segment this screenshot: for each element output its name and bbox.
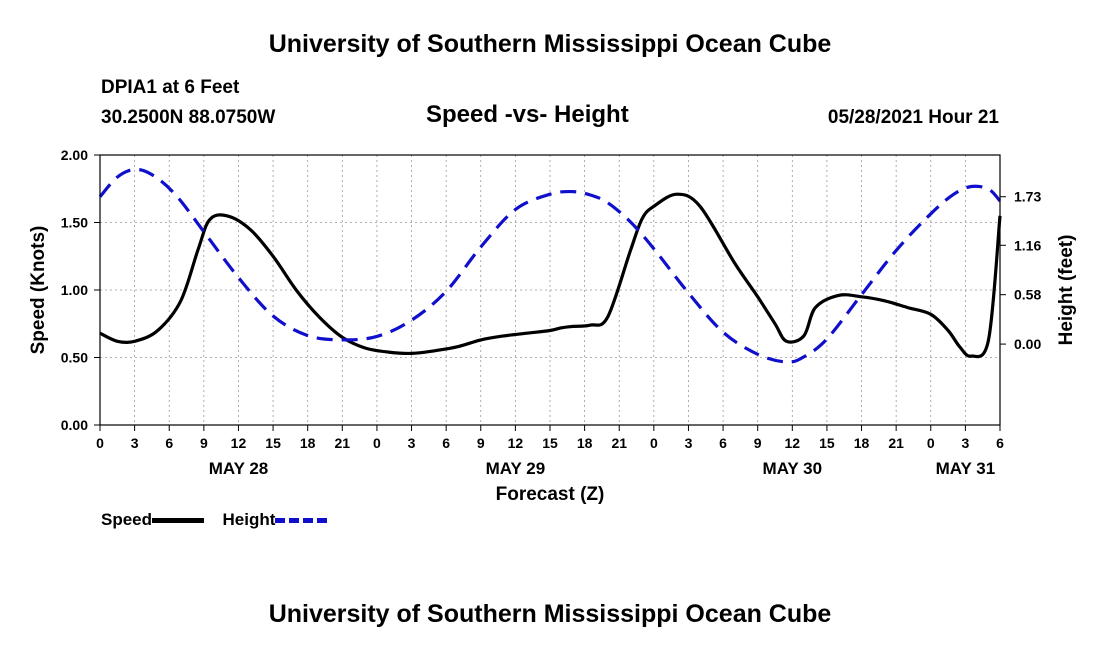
x-tick-label: 12 — [231, 435, 247, 451]
x-tick-label: 18 — [300, 435, 316, 451]
x-tick-label: 9 — [754, 435, 762, 451]
y-axis-label-right: Height (feet) — [1056, 235, 1077, 346]
x-tick-label: 12 — [785, 435, 801, 451]
y-tick-label-right: 1.16 — [1014, 237, 1041, 253]
legend-speed-swatch — [152, 518, 205, 524]
x-tick-label: 6 — [996, 435, 1004, 451]
y-tick-label-right: 0.00 — [1014, 336, 1041, 352]
x-tick-label: 9 — [477, 435, 485, 451]
series-line-height — [98, 167, 1002, 364]
x-tick-label: 3 — [685, 435, 693, 451]
x-tick-label: 6 — [442, 435, 450, 451]
grid-layer — [100, 155, 1000, 425]
x-tick-label: 15 — [819, 435, 835, 451]
y-tick-label-right: 0.58 — [1014, 287, 1041, 303]
x-tick-label: 3 — [408, 435, 416, 451]
y-axis-label-left: Speed (Knots) — [28, 226, 49, 355]
series-layer — [98, 167, 1002, 364]
y-tick-label-left: 1.00 — [61, 282, 88, 298]
series-line-speed — [99, 192, 1002, 359]
coordinates-label: 30.2500N 88.0750W — [101, 107, 276, 128]
timestamp-label: 05/28/2021 Hour 21 — [827, 107, 999, 128]
x-tick-label: 0 — [96, 435, 104, 451]
x-tick-label: 18 — [577, 435, 593, 451]
x-tick-label: 15 — [542, 435, 558, 451]
x-tick-label: 3 — [131, 435, 139, 451]
y-tick-label-right: 1.73 — [1014, 189, 1041, 205]
legend-speed-label: Speed — [101, 510, 153, 529]
station-label: DPIA1 at 6 Feet — [101, 77, 240, 98]
x-tick-label: 6 — [719, 435, 727, 451]
legend-height-swatch — [275, 518, 328, 524]
x-tick-label: 6 — [165, 435, 173, 451]
x-tick-label: 21 — [611, 435, 627, 451]
x-tick-label: 3 — [961, 435, 969, 451]
legend-height-label: Height — [222, 510, 276, 529]
chart-subtitle: Speed -vs- Height — [426, 101, 629, 128]
date-label: MAY 28 — [209, 459, 269, 478]
x-tick-label: 0 — [650, 435, 658, 451]
y-tick-label-left: 0.50 — [61, 350, 88, 366]
date-label: MAY 29 — [486, 459, 546, 478]
x-tick-label: 0 — [373, 435, 381, 451]
x-tick-label: 21 — [335, 435, 351, 451]
x-tick-label: 9 — [200, 435, 208, 451]
y-tick-label-left: 0.00 — [61, 417, 88, 433]
date-label: MAY 31 — [936, 459, 996, 478]
legend: Speed Height — [101, 510, 328, 530]
chart-title-bottom: University of Southern Mississippi Ocean… — [268, 600, 832, 628]
x-tick-label: 15 — [265, 435, 281, 451]
date-label: MAY 30 — [763, 459, 823, 478]
x-tick-label: 12 — [508, 435, 524, 451]
chart-title-top: University of Southern Mississippi Ocean… — [268, 30, 832, 58]
x-tick-label: 21 — [888, 435, 904, 451]
x-tick-label: 18 — [854, 435, 870, 451]
x-axis-label: Forecast (Z) — [496, 484, 605, 505]
y-tick-label-left: 1.50 — [61, 215, 88, 231]
axis-layer: 0 3 6 9 12 15 18 21 0 3 6 9 12 15 18 21 0 3 6 9 12 15 18 21 0 3 6 0… — [61, 147, 1042, 478]
x-tick-label: 0 — [927, 435, 935, 451]
y-tick-label-left: 2.00 — [61, 147, 88, 163]
